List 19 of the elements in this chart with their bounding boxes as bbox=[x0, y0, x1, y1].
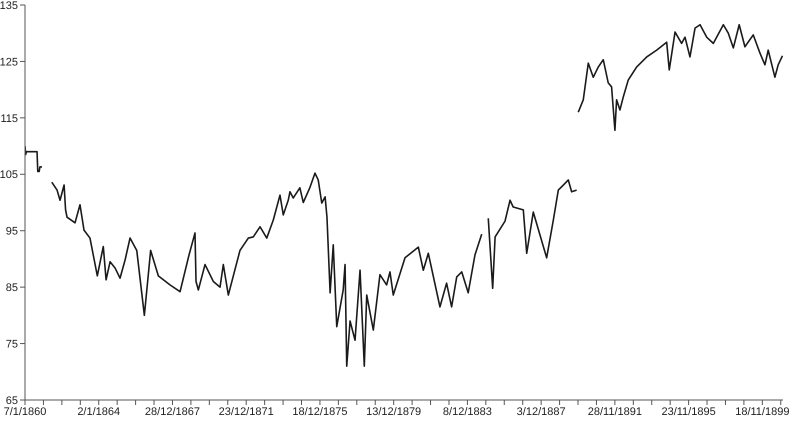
x-tick-label: 3/12/1887 bbox=[516, 406, 566, 418]
y-tick-label: 125 bbox=[0, 56, 18, 68]
x-tick-label: 18/12/1875 bbox=[292, 406, 348, 418]
x-tick-label: 2/1/1864 bbox=[77, 406, 120, 418]
x-tick-label: 23/11/1895 bbox=[661, 406, 716, 418]
x-tick-label: 23/12/1871 bbox=[218, 406, 274, 418]
x-tick-label: 18/11/1899 bbox=[735, 406, 790, 418]
x-tick-label: 13/12/1879 bbox=[366, 406, 422, 418]
x-tick-label: 28/12/1867 bbox=[144, 406, 200, 418]
x-tick-label: 8/12/1883 bbox=[442, 406, 492, 418]
x-tick-label: 28/11/1891 bbox=[588, 406, 642, 418]
y-tick-label: 95 bbox=[6, 226, 18, 238]
x-tick-label: 7/1/1860 bbox=[4, 406, 46, 418]
y-tick-label: 65 bbox=[6, 394, 18, 407]
y-tick-label: 135 bbox=[0, 0, 18, 12]
y-tick-label: 85 bbox=[6, 282, 18, 294]
y-tick-label: 105 bbox=[0, 169, 18, 182]
y-tick-label: 75 bbox=[6, 338, 18, 350]
y-tick-label: 115 bbox=[0, 112, 18, 125]
